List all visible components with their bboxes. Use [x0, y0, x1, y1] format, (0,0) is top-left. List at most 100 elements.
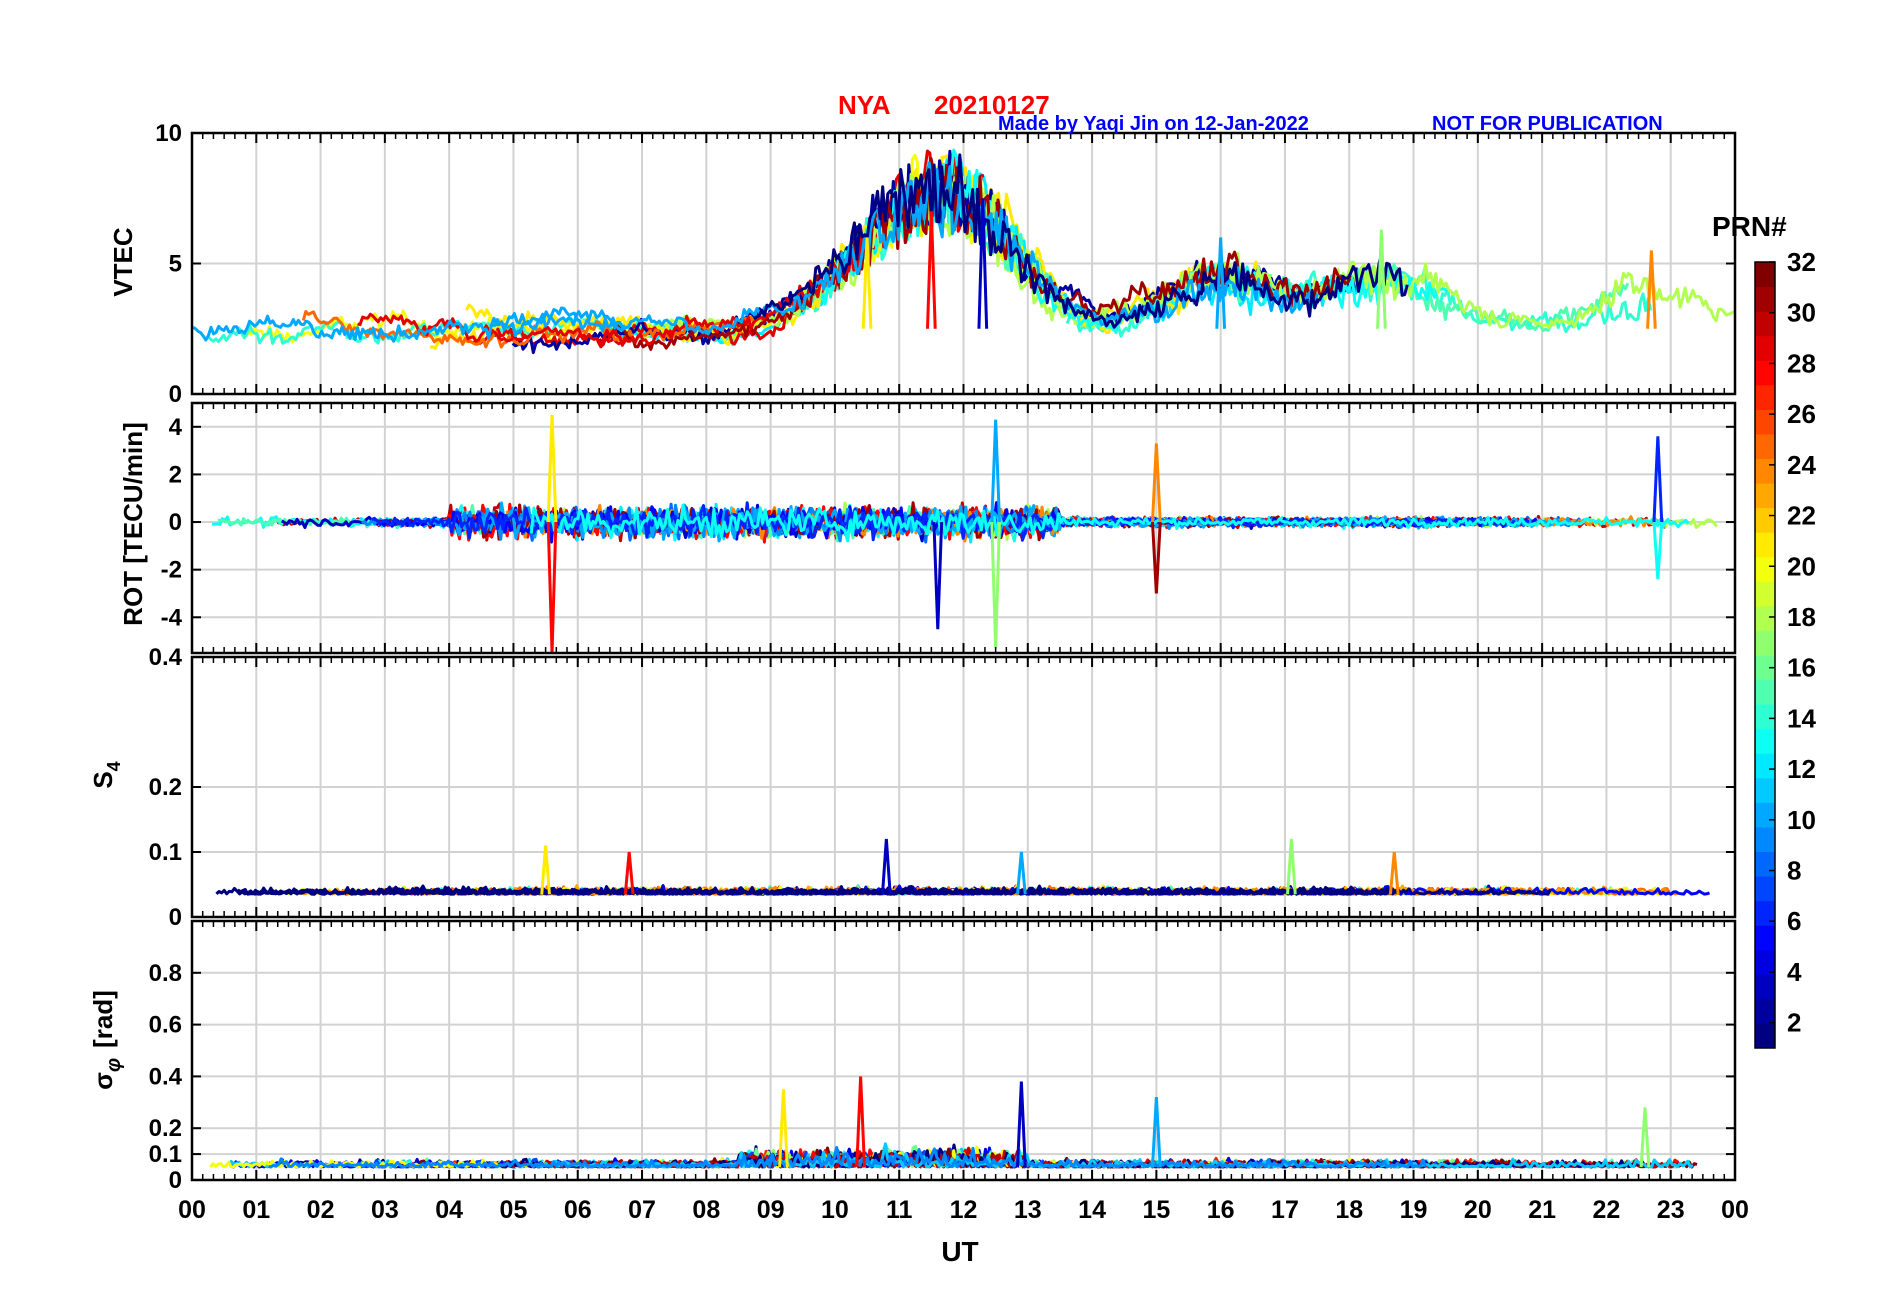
peak-mark: [1016, 1081, 1027, 1168]
peak-mark: [1646, 250, 1657, 329]
colorbar-tick-label: 14: [1787, 703, 1816, 733]
rad-unit: [rad]: [88, 990, 118, 1048]
x-tick-label: 15: [1142, 1196, 1170, 1224]
x-tick-label: 03: [371, 1196, 399, 1224]
colorbar-segment: [1755, 655, 1775, 681]
x-tick-label: 01: [242, 1196, 270, 1224]
panel-frame: [190, 401, 1737, 655]
x-tick-label: 07: [628, 1196, 656, 1224]
colorbar-segment: [1755, 409, 1775, 435]
peak-mark: [1151, 1097, 1162, 1168]
panel-frame: [190, 919, 1737, 1182]
svg-text:σφ[rad]: σφ [rad]: [88, 990, 125, 1090]
colorbar-segment: [1755, 851, 1775, 877]
series-line: [535, 1142, 1694, 1169]
y-tick-label: 0.1: [149, 1141, 182, 1168]
series-line: [301, 310, 773, 349]
colorbar-segment: [1755, 753, 1775, 779]
x-tick-label: 19: [1400, 1196, 1428, 1224]
colorbar-segment: [1755, 630, 1775, 656]
x-tick-label: 17: [1271, 1196, 1299, 1224]
x-tick-label: 09: [757, 1196, 785, 1224]
colorbar-tick-label: 8: [1787, 856, 1801, 886]
date-title: 20210127: [934, 90, 1050, 120]
colorbar-segment: [1755, 384, 1775, 410]
colorbar-segment: [1755, 532, 1775, 558]
colorbar-segment: [1755, 777, 1775, 803]
y-tick-label: 0.1: [149, 839, 182, 866]
station-title: NYA: [838, 90, 891, 120]
colorbar-tick-label: 24: [1787, 450, 1816, 480]
colorbar-segment: [1755, 728, 1775, 754]
x-tick-label: 13: [1014, 1196, 1042, 1224]
x-tick-label: 22: [1593, 1196, 1621, 1224]
peak-mark: [1376, 229, 1387, 329]
series-line: [529, 503, 1690, 543]
colorbar-segment: [1755, 605, 1775, 631]
colorbar-segment: [1755, 802, 1775, 828]
x-tick-label: 02: [307, 1196, 335, 1224]
series-line: [268, 1146, 1427, 1169]
peak-mark: [925, 211, 937, 329]
rot-ylabel: ROT [TECU/min]: [118, 422, 148, 626]
colorbar-title: PRN#: [1712, 211, 1787, 242]
y-tick-label: 0.2: [149, 774, 182, 801]
x-tick-label: 21: [1528, 1196, 1556, 1224]
colorbar-tick-label: 12: [1787, 754, 1816, 784]
colorbar-tick-label: 32: [1787, 247, 1816, 277]
x-tick-label: 04: [435, 1196, 463, 1224]
colorbar-segment: [1755, 900, 1775, 926]
x-tick-label: 20: [1464, 1196, 1492, 1224]
peak-mark: [1286, 838, 1297, 895]
peak-mark: [977, 198, 989, 329]
x-tick-label: 18: [1335, 1196, 1363, 1224]
colorbar-segment: [1755, 876, 1775, 902]
spike-mark: [932, 521, 944, 630]
colorbar-tick-label: 22: [1787, 501, 1816, 531]
y-tick-label: 0.8: [149, 960, 182, 987]
colorbar-frame: [1754, 261, 1776, 1049]
x-tick-label: 06: [564, 1196, 592, 1224]
spike-mark: [990, 522, 1002, 649]
colorbar-tick-label: 4: [1787, 957, 1802, 987]
s4-ylabel: S4: [88, 761, 124, 788]
x-tick-label: 05: [500, 1196, 528, 1224]
x-tick-label: 00: [1721, 1196, 1749, 1224]
y-tick-label: 2: [169, 461, 182, 488]
x-tick-label: 16: [1207, 1196, 1235, 1224]
x-tick-label: 08: [692, 1196, 720, 1224]
peak-mark: [855, 1076, 866, 1168]
peak-mark: [540, 845, 551, 895]
x-tick-label: 10: [821, 1196, 849, 1224]
svg-text:S4: S4: [88, 761, 124, 788]
x-axis-label: UT: [941, 1236, 978, 1267]
peak-mark: [1388, 851, 1400, 895]
peak-mark: [1639, 1107, 1651, 1168]
colorbar-segment: [1755, 262, 1775, 288]
y-tick-label: 5: [169, 251, 182, 278]
x-tick-label: 23: [1657, 1196, 1685, 1224]
y-tick-label: -2: [161, 557, 182, 584]
series-line: [192, 309, 626, 343]
panel-frame: [190, 131, 1737, 396]
colorbar-segment: [1755, 1023, 1775, 1049]
vtec-ylabel: VTEC: [108, 227, 138, 297]
colorbar-tick-label: 26: [1787, 399, 1816, 429]
spike-mark: [1151, 521, 1162, 594]
colorbar-segment: [1755, 360, 1775, 386]
colorbar-segment: [1755, 679, 1775, 705]
y-tick-label: 0: [169, 509, 182, 536]
spike-mark: [990, 419, 1002, 523]
colorbar-tick-label: 18: [1787, 602, 1816, 632]
y-tick-label: 0.2: [149, 1115, 182, 1142]
colorbar-tick-label: 6: [1787, 906, 1801, 936]
spike-mark: [1151, 443, 1162, 523]
colorbar-segment: [1755, 974, 1775, 1000]
y-tick-label: 0.4: [149, 644, 183, 671]
x-tick-label: 12: [950, 1196, 978, 1224]
colorbar-segment: [1755, 925, 1775, 951]
credit-text: Made by Yaqi Jin on 12-Jan-2022: [998, 113, 1309, 135]
colorbar-tick-label: 16: [1787, 653, 1816, 683]
panel-frame: [190, 655, 1737, 919]
